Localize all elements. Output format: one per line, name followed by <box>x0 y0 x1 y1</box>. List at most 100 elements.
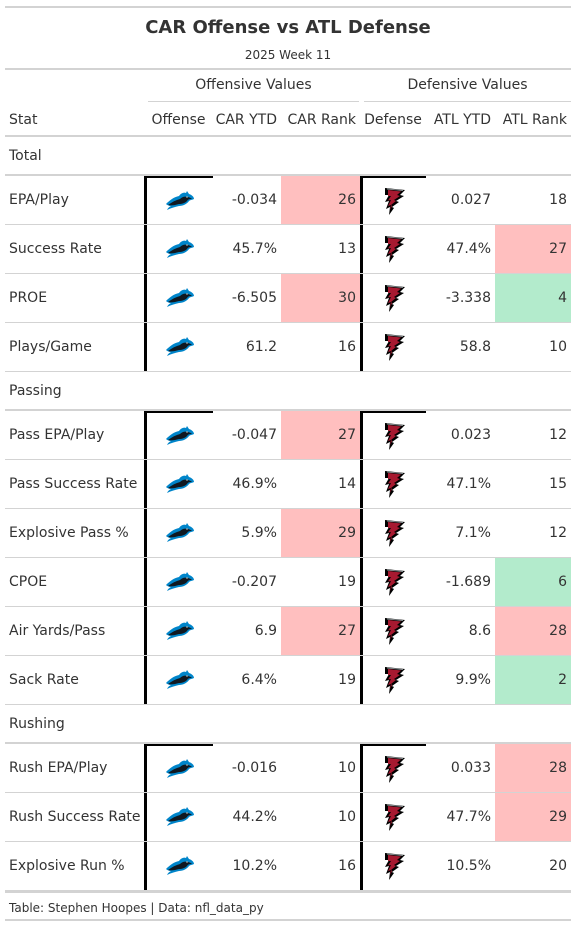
falcons-logo-icon <box>384 569 405 596</box>
panthers-logo-icon <box>166 856 194 875</box>
header-def-ytd: ATL YTD <box>433 112 491 128</box>
stat-cell: CPOE <box>9 574 48 590</box>
header-def-rank: ATL Rank <box>502 112 567 128</box>
offense-logo-cell <box>144 793 213 841</box>
header-off-ytd: CAR YTD <box>215 112 277 128</box>
header-off-rank: CAR Rank <box>287 112 356 128</box>
falcons-logo-icon <box>384 853 405 880</box>
stat-cell: PROE <box>9 290 48 306</box>
falcons-logo-icon <box>384 423 405 450</box>
column-headers: Stat Offense CAR YTD CAR Rank Defense AT… <box>5 103 571 137</box>
panthers-logo-icon <box>166 426 194 445</box>
defense-logo-cell <box>360 842 426 890</box>
off-rank-cell: 26 <box>281 176 360 224</box>
stat-cell: Pass Success Rate <box>9 476 138 492</box>
def-ytd-cell: 0.033 <box>450 760 491 776</box>
header-offense: Offense <box>151 112 206 128</box>
def-rank-cell: 28 <box>495 744 571 792</box>
offense-logo-cell <box>144 225 213 273</box>
off-ytd-cell: -0.047 <box>231 427 277 443</box>
off-rank-cell: 30 <box>281 274 360 322</box>
stat-cell: Explosive Run % <box>9 858 125 874</box>
group-header: Total <box>5 137 571 176</box>
off-ytd-cell: 10.2% <box>232 858 277 874</box>
off-ytd-cell: 5.9% <box>241 525 277 541</box>
stat-cell: Explosive Pass % <box>9 525 129 541</box>
def-rank-cell: 10 <box>549 339 567 355</box>
panthers-logo-icon <box>166 337 194 356</box>
def-rank-cell: 4 <box>495 274 571 322</box>
offense-logo-cell <box>144 656 213 704</box>
table-row: Pass Success Rate 46.9% 14 47.1% 15 <box>5 460 571 509</box>
panthers-logo-icon <box>166 191 194 210</box>
def-rank-cell: 6 <box>495 558 571 606</box>
def-ytd-cell: 0.023 <box>450 427 491 443</box>
panthers-logo-icon <box>166 670 194 689</box>
def-ytd-cell: 10.5% <box>446 858 491 874</box>
panthers-logo-icon <box>166 572 194 591</box>
table-body: Total EPA/Play -0.034 26 0.027 18 Success Ra… <box>5 137 571 891</box>
off-ytd-cell: 46.9% <box>232 476 277 492</box>
stat-cell: Pass EPA/Play <box>9 427 105 443</box>
def-ytd-cell: 7.1% <box>455 525 491 541</box>
defense-logo-cell <box>360 607 426 655</box>
falcons-logo-icon <box>384 618 405 645</box>
stat-cell: Success Rate <box>9 241 102 257</box>
defense-logo-cell <box>360 558 426 606</box>
defensive-spanner: Defensive Values <box>364 70 571 102</box>
def-ytd-cell: 58.8 <box>459 339 491 355</box>
falcons-logo-icon <box>384 756 405 783</box>
table-subtitle: 2025 Week 11 <box>244 48 332 62</box>
offense-logo-cell <box>144 460 213 508</box>
table-row: Explosive Pass % 5.9% 29 7.1% 12 <box>5 509 571 558</box>
off-rank-cell: 19 <box>338 574 356 590</box>
table-row: Rush EPA/Play -0.016 10 0.033 28 <box>5 744 571 793</box>
panthers-logo-icon <box>166 759 194 778</box>
stat-cell: Sack Rate <box>9 672 79 688</box>
defense-logo-cell <box>360 176 426 224</box>
panthers-logo-icon <box>166 288 194 307</box>
offense-logo-cell <box>144 842 213 890</box>
table-header: CAR Offense vs ATL Defense 2025 Week 11 <box>5 6 571 70</box>
falcons-logo-icon <box>384 285 405 312</box>
offense-logo-cell <box>144 274 213 322</box>
falcons-logo-icon <box>384 471 405 498</box>
off-rank-cell: 19 <box>338 672 356 688</box>
defense-logo-cell <box>360 509 426 557</box>
off-rank-cell: 14 <box>338 476 356 492</box>
off-ytd-cell: 44.2% <box>232 809 277 825</box>
off-ytd-cell: 6.4% <box>241 672 277 688</box>
defense-logo-cell <box>360 225 426 273</box>
falcons-logo-icon <box>384 188 405 215</box>
table-row: PROE -6.505 30 -3.338 4 <box>5 274 571 323</box>
panthers-logo-icon <box>166 239 194 258</box>
def-rank-cell: 12 <box>549 525 567 541</box>
stat-cell: EPA/Play <box>9 192 69 208</box>
def-rank-cell: 12 <box>549 427 567 443</box>
off-rank-cell: 27 <box>281 607 360 655</box>
defense-logo-cell <box>360 744 426 792</box>
defense-logo-cell <box>360 274 426 322</box>
table-row: Success Rate 45.7% 13 47.4% 27 <box>5 225 571 274</box>
offensive-spanner: Offensive Values <box>148 70 359 102</box>
falcons-logo-icon <box>384 334 405 361</box>
off-ytd-cell: 45.7% <box>232 241 277 257</box>
def-rank-cell: 29 <box>495 793 571 841</box>
off-ytd-cell: -0.034 <box>231 192 277 208</box>
panthers-logo-icon <box>166 621 194 640</box>
stat-cell: Rush Success Rate <box>9 809 141 825</box>
offense-logo-cell <box>144 558 213 606</box>
table-row: Rush Success Rate 44.2% 10 47.7% 29 <box>5 793 571 842</box>
table-title: CAR Offense vs ATL Defense <box>145 17 431 38</box>
stat-cell: Plays/Game <box>9 339 92 355</box>
table-row: Plays/Game 61.2 16 58.8 10 <box>5 323 571 372</box>
table-row: Pass EPA/Play -0.047 27 0.023 12 <box>5 411 571 460</box>
offense-logo-cell <box>144 509 213 557</box>
def-ytd-cell: 8.6 <box>468 623 491 639</box>
def-rank-cell: 28 <box>495 607 571 655</box>
off-rank-cell: 10 <box>338 809 356 825</box>
table-row: CPOE -0.207 19 -1.689 6 <box>5 558 571 607</box>
stat-cell: Air Yards/Pass <box>9 623 106 639</box>
off-ytd-cell: -0.016 <box>231 760 277 776</box>
def-rank-cell: 2 <box>495 656 571 704</box>
